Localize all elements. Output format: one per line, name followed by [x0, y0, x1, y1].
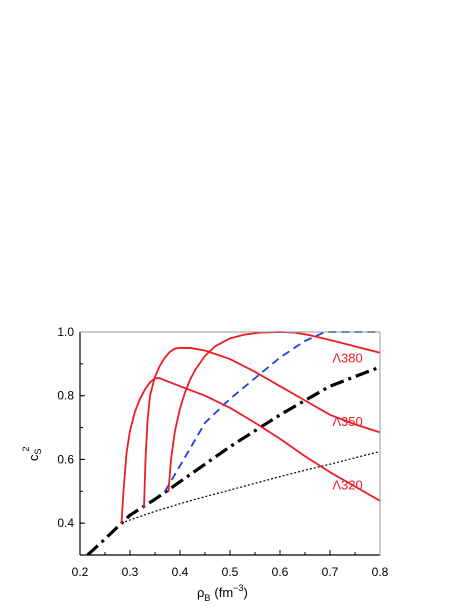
series-line-red-lambda350: [143, 347, 380, 509]
x-axis-title-sub: B: [204, 593, 210, 603]
x-tick-label: 0.7: [322, 565, 339, 579]
axes-frame: [79, 331, 381, 556]
series-line-dotted-black: [121, 450, 380, 524]
x-axis-title-close: ): [243, 585, 247, 600]
series-line-red-lambda320: [120, 377, 380, 525]
x-axis-title-main: ρ: [197, 585, 204, 600]
x-axis-title-unit: (fm: [214, 585, 233, 600]
x-tick-label: 0.4: [172, 565, 189, 579]
y-tick-label: 1.0: [57, 325, 74, 339]
x-axis-title: ρB (fm−3): [197, 583, 248, 603]
y-tick-label: 0.8: [57, 389, 74, 403]
x-tick-label: 0.8: [372, 565, 389, 579]
y-tick-label: 0.4: [57, 516, 74, 530]
y-tick-label: 0.6: [57, 452, 74, 466]
series-group: [86, 331, 380, 555]
x-tick-label: 0.5: [222, 565, 239, 579]
series-line-red-lambda380: [167, 331, 380, 493]
tick-labels: 0.2 0.3 0.4 0.5 0.6 0.7 0.8 0.4 0.6 0.8 1.0: [57, 325, 388, 579]
x-tick-label: 0.2: [72, 565, 89, 579]
label-lambda350: Λ350: [332, 414, 362, 429]
y-axis-title-sub: S: [33, 448, 43, 454]
label-lambda380: Λ380: [332, 350, 362, 365]
x-tick-label: 0.6: [272, 565, 289, 579]
y-axis-title-exp: 2: [21, 446, 31, 451]
y-axis-title-main: c: [26, 454, 41, 461]
annotations: Λ380 Λ350 Λ320: [332, 350, 362, 492]
x-tick-label: 0.3: [122, 565, 139, 579]
x-axis-title-exp: −3: [233, 583, 243, 593]
y-axis-title: cS2: [21, 446, 43, 461]
label-lambda320: Λ320: [332, 478, 362, 493]
axis-ticks: [79, 331, 381, 556]
series-line-dashdot-black: [86, 365, 380, 555]
